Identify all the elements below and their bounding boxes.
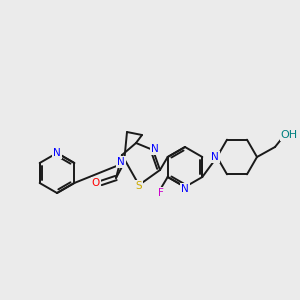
Text: N: N	[181, 184, 189, 194]
Text: N: N	[151, 144, 159, 154]
Text: N: N	[117, 157, 125, 167]
Text: N: N	[211, 152, 219, 162]
Text: OH: OH	[280, 130, 298, 140]
Text: N: N	[53, 148, 61, 158]
Text: S: S	[136, 181, 142, 191]
Text: O: O	[92, 178, 100, 188]
Text: F: F	[158, 188, 164, 198]
